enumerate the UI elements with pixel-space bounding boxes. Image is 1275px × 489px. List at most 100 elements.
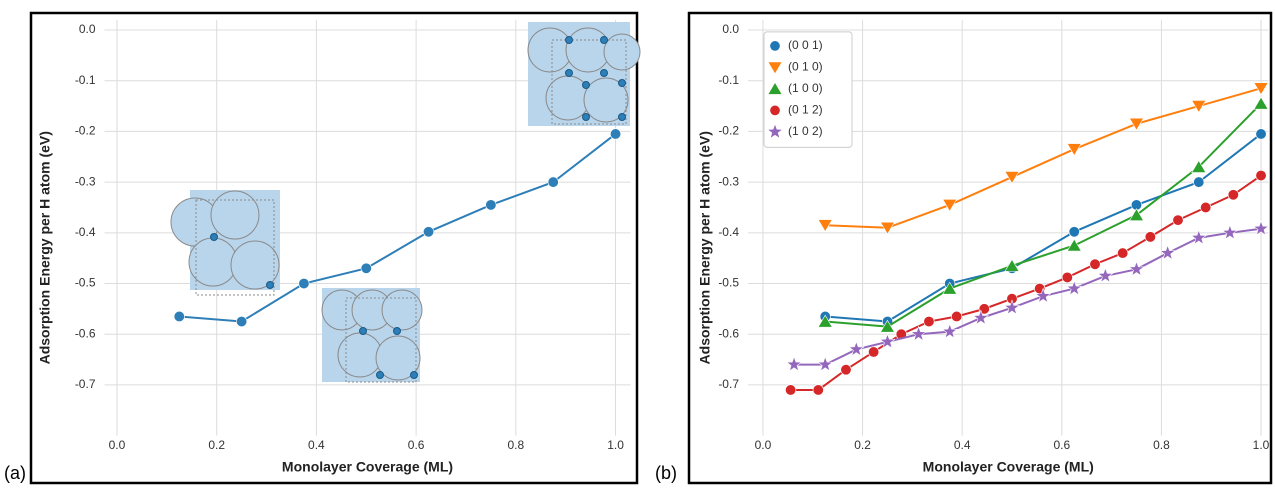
marker <box>236 315 248 328</box>
marker <box>812 384 824 396</box>
marker <box>1227 189 1239 201</box>
marker <box>547 176 559 188</box>
legend-label: (0 0 1) <box>788 38 823 52</box>
marker <box>978 303 990 315</box>
marker <box>1117 247 1129 259</box>
legend-label: (0 1 0) <box>788 60 823 74</box>
marker <box>817 314 833 328</box>
marker <box>1255 128 1267 140</box>
y-tick-label: -0.5 <box>718 276 739 290</box>
marker <box>1172 214 1184 226</box>
marker <box>1068 226 1080 238</box>
marker <box>942 281 958 295</box>
marker <box>785 356 803 372</box>
frame-a <box>29 11 639 485</box>
marker <box>972 309 990 325</box>
series-line <box>179 133 617 323</box>
marker <box>609 128 622 140</box>
panel-label: (a) <box>4 463 26 483</box>
marker <box>879 333 896 349</box>
y-tick-label: -0.1 <box>75 73 96 87</box>
legend-marker <box>768 62 782 74</box>
x-tick-label: 0.2 <box>208 438 225 452</box>
x-axis-title: Monolayer Coverage (ML) <box>282 458 453 474</box>
marker <box>1253 96 1269 110</box>
legend-label: (1 0 0) <box>788 81 823 95</box>
marker <box>1191 160 1207 173</box>
series-line <box>825 87 1262 229</box>
x-tick-label: 0.0 <box>755 438 772 452</box>
legend-box <box>763 31 853 148</box>
marker <box>1066 143 1082 157</box>
marker <box>848 340 865 357</box>
marker <box>1089 258 1101 270</box>
legend-label: (1 0 2) <box>788 124 823 138</box>
marker <box>1128 208 1145 221</box>
x-tick-label: 0.6 <box>408 438 425 452</box>
marker <box>951 310 963 323</box>
x-tick-label: 1.0 <box>607 438 624 452</box>
marker <box>879 319 895 333</box>
x-tick-label: 0.4 <box>954 438 971 452</box>
marker <box>1066 279 1083 296</box>
x-tick-label: 1.0 <box>1253 438 1270 452</box>
marker <box>1159 244 1176 261</box>
legend-marker <box>768 124 782 138</box>
y-tick-label: -0.4 <box>718 225 739 239</box>
marker <box>1144 231 1156 243</box>
y-tick-label: -0.4 <box>75 225 96 239</box>
y-tick-label: -0.1 <box>718 73 739 87</box>
y-axis-title: Adsorption Energy per H atom (eV) <box>697 131 713 364</box>
marker <box>817 219 833 233</box>
marker <box>1193 176 1205 188</box>
legend-label: (0 1 2) <box>788 103 823 117</box>
series-line <box>825 133 1262 323</box>
y-tick-label: -0.7 <box>718 377 739 391</box>
legend-marker <box>768 83 782 95</box>
y-tick-label: -0.3 <box>718 174 739 188</box>
legend-marker <box>770 105 780 116</box>
marker <box>785 384 797 396</box>
panel-label: (b) <box>655 463 677 483</box>
marker <box>942 199 958 212</box>
marker <box>1034 287 1052 304</box>
x-tick-label: 0.0 <box>109 438 126 452</box>
marker <box>360 262 372 274</box>
marker <box>941 323 958 339</box>
marker <box>840 364 852 376</box>
marker <box>1097 267 1114 283</box>
y-tick-label: -0.3 <box>75 174 96 188</box>
marker <box>1061 271 1073 283</box>
x-tick-label: 0.2 <box>854 438 871 452</box>
y-axis-title: Adsorption Energy per H atom (eV) <box>37 131 53 364</box>
series-line <box>825 102 1262 328</box>
frame-b <box>687 11 1273 485</box>
marker <box>485 199 497 211</box>
y-tick-label: 0.0 <box>79 22 96 36</box>
marker <box>423 226 435 238</box>
x-tick-label: 0.6 <box>1053 438 1070 452</box>
marker <box>173 310 185 323</box>
marker <box>1190 229 1207 245</box>
y-tick-label: -0.6 <box>75 326 96 340</box>
marker <box>1128 260 1145 277</box>
marker <box>910 325 927 342</box>
marker <box>1191 100 1207 113</box>
y-tick-label: -0.2 <box>718 124 739 138</box>
y-tick-label: -0.5 <box>75 276 96 290</box>
marker <box>923 315 935 328</box>
y-tick-label: -0.6 <box>718 326 739 340</box>
y-tick-label: -0.7 <box>75 377 96 391</box>
legend-marker <box>770 41 780 51</box>
x-axis-title: Monolayer Coverage (ML) <box>923 458 1094 474</box>
marker <box>1128 117 1145 131</box>
marker <box>1003 299 1021 315</box>
marker <box>1253 82 1269 96</box>
x-tick-label: 0.8 <box>1153 438 1170 452</box>
marker <box>1221 224 1239 240</box>
marker <box>1200 201 1212 214</box>
marker <box>1066 238 1082 252</box>
series-line <box>794 227 1262 366</box>
series-line <box>790 174 1262 391</box>
